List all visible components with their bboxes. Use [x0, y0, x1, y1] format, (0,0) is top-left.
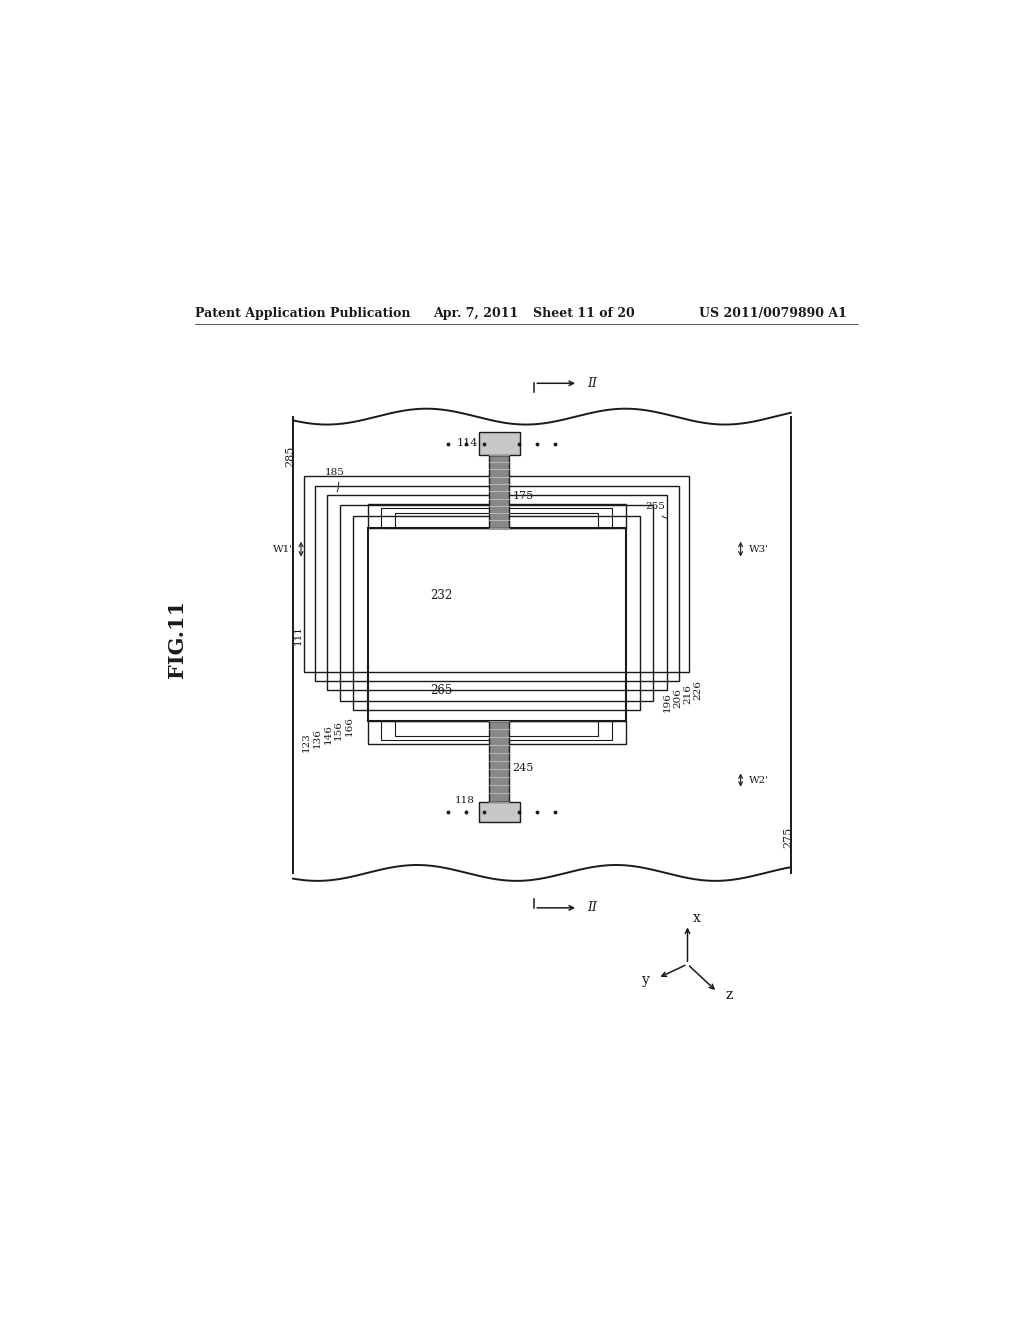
- Bar: [353, 516, 640, 710]
- Text: Apr. 7, 2011: Apr. 7, 2011: [433, 308, 519, 319]
- Text: 118: 118: [455, 796, 475, 810]
- Text: 114: 114: [457, 438, 478, 447]
- Text: 275: 275: [783, 826, 794, 847]
- Text: 285: 285: [286, 446, 296, 467]
- Bar: [479, 433, 520, 454]
- Text: US 2011/0079890 A1: US 2011/0079890 A1: [699, 308, 847, 319]
- Text: 175: 175: [513, 491, 534, 502]
- Text: W3': W3': [749, 545, 769, 553]
- Text: 185: 185: [325, 467, 345, 492]
- Text: y: y: [642, 973, 650, 987]
- Bar: [479, 801, 520, 822]
- Text: II: II: [588, 376, 597, 389]
- Bar: [395, 512, 598, 528]
- Bar: [368, 504, 626, 528]
- Bar: [381, 508, 612, 528]
- Bar: [304, 477, 689, 672]
- Bar: [381, 721, 612, 741]
- Bar: [315, 486, 679, 681]
- Text: 232: 232: [430, 589, 453, 602]
- Bar: [340, 506, 653, 701]
- Bar: [395, 721, 598, 737]
- Text: 245: 245: [513, 763, 534, 774]
- Text: 265: 265: [430, 684, 453, 697]
- Text: 146: 146: [324, 725, 333, 744]
- Text: 166: 166: [345, 717, 354, 737]
- Text: x: x: [693, 911, 701, 925]
- Text: 196: 196: [664, 693, 672, 713]
- Text: z: z: [726, 989, 733, 1002]
- Text: W2': W2': [749, 776, 769, 784]
- Text: 255: 255: [645, 503, 668, 519]
- Bar: [489, 454, 509, 528]
- Text: 123: 123: [302, 733, 311, 752]
- Text: W1': W1': [273, 545, 293, 553]
- Text: 206: 206: [674, 689, 682, 709]
- Text: Sheet 11 of 20: Sheet 11 of 20: [532, 308, 635, 319]
- Text: 136: 136: [312, 729, 322, 748]
- Text: 216: 216: [684, 685, 693, 705]
- Text: II: II: [588, 902, 597, 915]
- Bar: [328, 495, 667, 690]
- Bar: [368, 721, 626, 744]
- Text: FIG.11: FIG.11: [167, 599, 187, 678]
- Bar: [489, 721, 509, 801]
- Text: 156: 156: [334, 721, 343, 741]
- Bar: [368, 528, 626, 721]
- Text: Patent Application Publication: Patent Application Publication: [196, 308, 411, 319]
- Text: 111: 111: [294, 624, 303, 644]
- Text: 226: 226: [693, 681, 702, 701]
